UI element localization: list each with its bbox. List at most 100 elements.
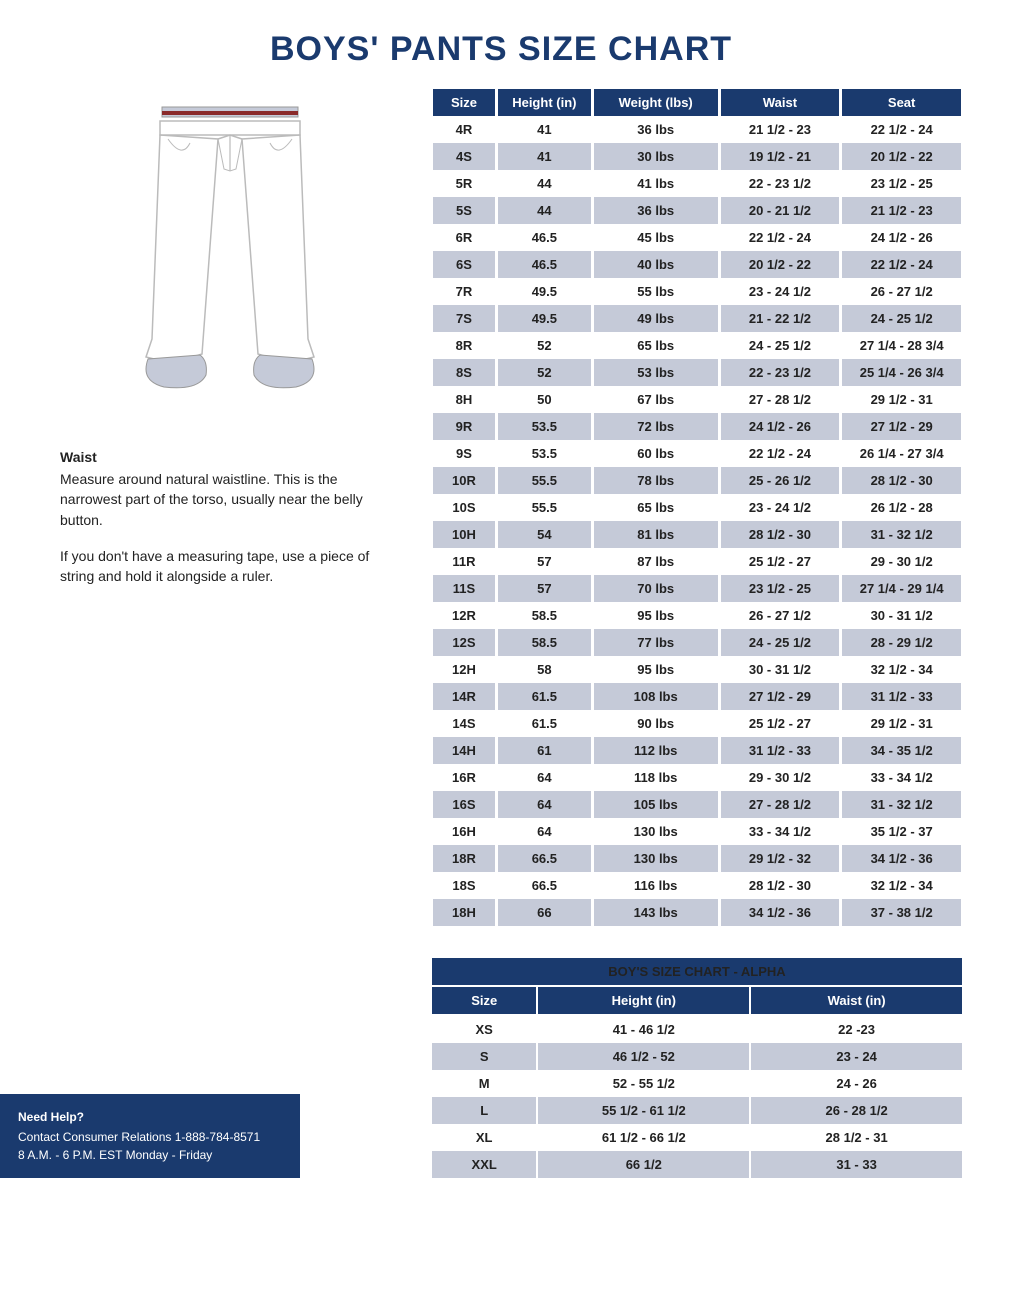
alpha-table-cell: XS (431, 1015, 537, 1043)
size-table-cell: 53 lbs (594, 359, 718, 386)
size-table-cell: 66 (498, 899, 591, 926)
size-table-cell: 22 1/2 - 24 (842, 251, 961, 278)
alpha-table-header: Waist (in) (750, 986, 963, 1015)
size-table-cell: 44 (498, 197, 591, 224)
size-table-cell: 61 (498, 737, 591, 764)
size-table-cell: 58.5 (498, 602, 591, 629)
size-table-row: 11R5787 lbs25 1/2 - 2729 - 30 1/2 (433, 548, 961, 575)
size-table-cell: 44 (498, 170, 591, 197)
size-table-cell: 34 1/2 - 36 (842, 845, 961, 872)
size-table-cell: 8S (433, 359, 495, 386)
size-table-cell: 30 lbs (594, 143, 718, 170)
size-table-cell: 50 (498, 386, 591, 413)
size-table-cell: 27 1/2 - 29 (721, 683, 840, 710)
alpha-table-cell: 41 - 46 1/2 (537, 1015, 750, 1043)
size-table-cell: 40 lbs (594, 251, 718, 278)
alpha-table-row: M52 - 55 1/224 - 26 (431, 1070, 963, 1097)
alpha-table-row: L55 1/2 - 61 1/226 - 28 1/2 (431, 1097, 963, 1124)
help-line-1: Contact Consumer Relations 1-888-784-857… (18, 1128, 282, 1146)
size-table-cell: 18H (433, 899, 495, 926)
help-box: Need Help? Contact Consumer Relations 1-… (0, 1094, 300, 1178)
size-table-cell: 22 1/2 - 24 (721, 440, 840, 467)
alpha-table: BOY'S SIZE CHART - ALPHA SizeHeight (in)… (430, 956, 964, 1178)
alpha-table-cell: M (431, 1070, 537, 1097)
size-table-cell: 22 - 23 1/2 (721, 170, 840, 197)
size-table-cell: 67 lbs (594, 386, 718, 413)
size-table-cell: 31 - 32 1/2 (842, 521, 961, 548)
size-table-cell: 25 1/4 - 26 3/4 (842, 359, 961, 386)
size-table-cell: 21 1/2 - 23 (721, 116, 840, 143)
size-table-cell: 53.5 (498, 440, 591, 467)
alpha-table-cell: XL (431, 1124, 537, 1151)
size-table-cell: 46.5 (498, 224, 591, 251)
size-table-row: 10H5481 lbs28 1/2 - 3031 - 32 1/2 (433, 521, 961, 548)
size-table-row: 9R53.572 lbs24 1/2 - 2627 1/2 - 29 (433, 413, 961, 440)
alpha-table-cell: 61 1/2 - 66 1/2 (537, 1124, 750, 1151)
size-table-cell: 26 - 27 1/2 (721, 602, 840, 629)
alpha-table-cell: 22 -23 (750, 1015, 963, 1043)
size-table-cell: 95 lbs (594, 602, 718, 629)
size-table-cell: 4S (433, 143, 495, 170)
waist-paragraph-2: If you don't have a measuring tape, use … (60, 546, 400, 587)
alpha-table-cell: 31 - 33 (750, 1151, 963, 1178)
size-table-cell: 45 lbs (594, 224, 718, 251)
size-table-cell: 28 1/2 - 30 (721, 521, 840, 548)
size-table-cell: 22 - 23 1/2 (721, 359, 840, 386)
size-table-cell: 24 - 25 1/2 (842, 305, 961, 332)
size-table-cell: 55.5 (498, 467, 591, 494)
alpha-table-header: Size (431, 986, 537, 1015)
size-table-cell: 52 (498, 332, 591, 359)
size-table-cell: 27 1/4 - 29 1/4 (842, 575, 961, 602)
size-table-cell: 6S (433, 251, 495, 278)
size-table-cell: 29 - 30 1/2 (721, 764, 840, 791)
size-table-cell: 14R (433, 683, 495, 710)
size-table-row: 8S5253 lbs22 - 23 1/225 1/4 - 26 3/4 (433, 359, 961, 386)
size-table-cell: 12S (433, 629, 495, 656)
size-table-row: 14S61.590 lbs25 1/2 - 2729 1/2 - 31 (433, 710, 961, 737)
size-table-row: 8H5067 lbs27 - 28 1/229 1/2 - 31 (433, 386, 961, 413)
size-table-cell: 21 - 22 1/2 (721, 305, 840, 332)
size-table-cell: 8H (433, 386, 495, 413)
size-table-cell: 33 - 34 1/2 (721, 818, 840, 845)
size-table-row: 6R46.545 lbs22 1/2 - 2424 1/2 - 26 (433, 224, 961, 251)
size-table-cell: 61.5 (498, 683, 591, 710)
size-table-cell: 21 1/2 - 23 (842, 197, 961, 224)
size-table-row: 12S58.577 lbs24 - 25 1/228 - 29 1/2 (433, 629, 961, 656)
size-table-cell: 24 1/2 - 26 (721, 413, 840, 440)
size-table-cell: 23 - 24 1/2 (721, 278, 840, 305)
size-table-cell: 8R (433, 332, 495, 359)
size-table-row: 5R4441 lbs22 - 23 1/223 1/2 - 25 (433, 170, 961, 197)
size-table-cell: 36 lbs (594, 116, 718, 143)
alpha-table-cell: XXL (431, 1151, 537, 1178)
size-table-cell: 41 (498, 116, 591, 143)
size-table-cell: 7S (433, 305, 495, 332)
size-table-row: 18R66.5130 lbs29 1/2 - 3234 1/2 - 36 (433, 845, 961, 872)
alpha-table-title: BOY'S SIZE CHART - ALPHA (431, 957, 963, 986)
size-table-row: 12H5895 lbs30 - 31 1/232 1/2 - 34 (433, 656, 961, 683)
alpha-table-cell: 52 - 55 1/2 (537, 1070, 750, 1097)
size-table-cell: 7R (433, 278, 495, 305)
size-table-cell: 18R (433, 845, 495, 872)
size-table-cell: 14H (433, 737, 495, 764)
size-table-cell: 27 1/2 - 29 (842, 413, 961, 440)
size-table-row: 8R5265 lbs24 - 25 1/227 1/4 - 28 3/4 (433, 332, 961, 359)
size-table-cell: 11R (433, 548, 495, 575)
alpha-table-row: XS41 - 46 1/222 -23 (431, 1015, 963, 1043)
size-table-cell: 10S (433, 494, 495, 521)
size-table-cell: 11S (433, 575, 495, 602)
size-table-row: 6S46.540 lbs20 1/2 - 2222 1/2 - 24 (433, 251, 961, 278)
size-table-cell: 55 lbs (594, 278, 718, 305)
size-table-cell: 12R (433, 602, 495, 629)
size-table-cell: 4R (433, 116, 495, 143)
size-table-cell: 61.5 (498, 710, 591, 737)
size-table-header: Waist (721, 89, 840, 116)
size-table-cell: 28 1/2 - 30 (721, 872, 840, 899)
size-table-cell: 78 lbs (594, 467, 718, 494)
page-title: BOYS' PANTS SIZE CHART (270, 30, 964, 69)
size-table-cell: 64 (498, 791, 591, 818)
size-table-cell: 34 1/2 - 36 (721, 899, 840, 926)
size-table-header: Seat (842, 89, 961, 116)
size-table-cell: 90 lbs (594, 710, 718, 737)
size-table-cell: 16R (433, 764, 495, 791)
size-table-cell: 25 - 26 1/2 (721, 467, 840, 494)
